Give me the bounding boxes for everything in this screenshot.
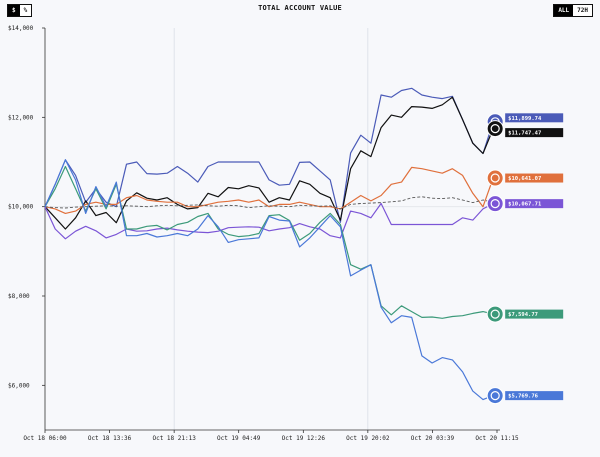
chart-title: TOTAL ACCOUNT VALUE xyxy=(258,4,342,12)
series-line-4 xyxy=(44,202,494,240)
sparkle-icon xyxy=(486,387,504,405)
x-tick-label: Oct 19 12:26 xyxy=(282,435,326,442)
value-label-bg xyxy=(505,199,564,209)
value-label-bg xyxy=(505,391,564,401)
tentacle-icon xyxy=(486,120,504,138)
series-end-marker[interactable]: $5,769.76 xyxy=(486,387,564,405)
y-tick-label: $12,000 xyxy=(8,114,34,121)
value-label-bg xyxy=(505,128,564,138)
y-tick-label: $10,000 xyxy=(8,204,34,211)
value-label: $10,067.71 xyxy=(508,202,542,208)
value-label: $10,641.07 xyxy=(508,176,541,182)
x-tick-label: Oct 19 20:02 xyxy=(346,435,390,442)
x-tick-label: Oct 18 13:36 xyxy=(88,435,132,442)
x-tick-label: Oct 19 04:49 xyxy=(217,435,261,442)
series-line-3 xyxy=(44,196,494,210)
value-label-bg xyxy=(505,113,564,123)
value-label: $11,899.74 xyxy=(508,116,542,122)
x-tick-label: Oct 18 06:00 xyxy=(23,435,67,442)
y-tick-label: $6,000 xyxy=(8,382,30,389)
series-line-0 xyxy=(44,87,494,223)
value-label: $11,747.47 xyxy=(508,131,541,137)
openai-icon xyxy=(486,305,504,323)
tentacle-icon-glyph xyxy=(490,124,500,134)
range-72h-button[interactable]: 72H xyxy=(573,5,592,16)
openai-icon-glyph xyxy=(490,309,500,319)
knot-icon-glyph xyxy=(490,199,500,209)
series-line-5 xyxy=(44,165,494,319)
unit-percent-button[interactable]: % xyxy=(19,5,32,16)
value-label: $5,769.76 xyxy=(508,394,538,400)
x-tick-label: Oct 20 11:15 xyxy=(475,435,519,442)
y-tick-label: $14,000 xyxy=(8,25,34,32)
series-end-marker[interactable]: $10,641.07 xyxy=(486,169,564,187)
unit-toggle[interactable]: $ % xyxy=(7,4,33,17)
range-all-button[interactable]: ALL xyxy=(554,5,574,16)
range-toggle[interactable]: ALL 72H xyxy=(553,4,593,17)
x-tick-label: Oct 18 21:13 xyxy=(152,435,196,442)
value-label-bg xyxy=(505,173,564,183)
knot-icon xyxy=(486,195,504,213)
series-end-marker[interactable]: $10,067.71 xyxy=(486,195,564,213)
starburst-icon xyxy=(486,169,504,187)
series-end-marker[interactable]: $11,747.47 xyxy=(486,120,564,138)
series-end-marker[interactable]: $7,594.77 xyxy=(486,305,564,323)
unit-dollar-button[interactable]: $ xyxy=(8,5,20,16)
starburst-icon-glyph xyxy=(490,173,500,183)
series-line-1 xyxy=(44,96,494,230)
y-tick-label: $8,000 xyxy=(8,293,30,300)
x-tick-label: Oct 20 03:39 xyxy=(411,435,455,442)
value-label-bg xyxy=(505,309,564,319)
sparkle-icon-glyph xyxy=(490,391,500,401)
series-line-6 xyxy=(44,159,494,401)
value-label: $7,594.77 xyxy=(508,312,538,318)
